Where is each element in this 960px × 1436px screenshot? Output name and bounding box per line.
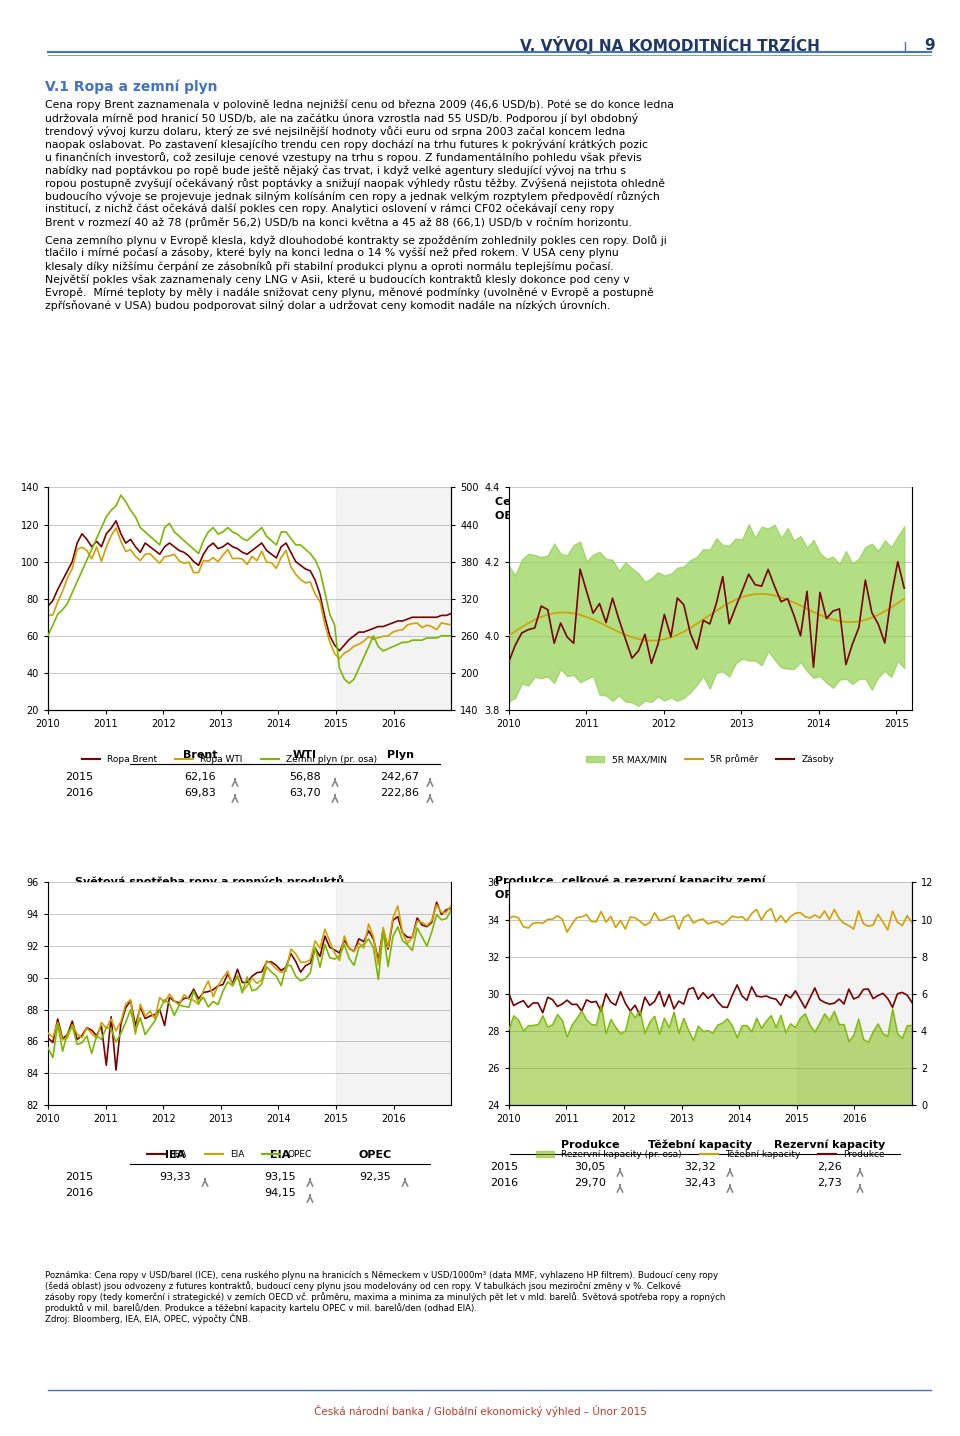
Text: produktů v mil. barelů/den. Produkce a těžební kapacity kartelu OPEC v mil. bare: produktů v mil. barelů/den. Produkce a t… bbox=[45, 1302, 477, 1313]
Text: Celkové zásoby ropy a ropných produktů v
OECD (mld. barelů): Celkové zásoby ropy a ropných produktů v… bbox=[495, 495, 761, 521]
Text: 242,67: 242,67 bbox=[380, 773, 420, 783]
Legend: 5R MAX/MIN, 5R průměr, Zásoby: 5R MAX/MIN, 5R průměr, Zásoby bbox=[583, 751, 838, 768]
Text: Těžební kapacity: Těžební kapacity bbox=[648, 1140, 752, 1150]
Text: Evropě.  Mírné teploty by měly i nadále snižovat ceny plynu, měnové podmínky (uv: Evropě. Mírné teploty by měly i nadále s… bbox=[45, 287, 654, 297]
Text: nabídky nad poptávkou po ropě bude ještě nějaký čas trvat, i když velké agentury: nabídky nad poptávkou po ropě bude ještě… bbox=[45, 165, 626, 177]
Text: trendový vývoj kurzu dolaru, který ze své nejsilnější hodnoty vůči euru od srpna: trendový vývoj kurzu dolaru, který ze sv… bbox=[45, 126, 625, 136]
Text: Největší pokles však zaznamenaly ceny LNG v Asii, které u budoucích kontraktů kl: Největší pokles však zaznamenaly ceny LN… bbox=[45, 274, 630, 284]
Bar bbox=[336, 487, 451, 709]
Bar bbox=[336, 882, 451, 1104]
Text: 69,83: 69,83 bbox=[184, 788, 216, 798]
Text: 2015: 2015 bbox=[65, 1172, 93, 1182]
Text: Výhled cen ropy (USD/b) a zemního plynu
(USD/1000m3): Výhled cen ropy (USD/b) a zemního plynu … bbox=[75, 495, 334, 517]
Text: tlačilo i mírné počasí a zásoby, které byly na konci ledna o 14 % vyšší než před: tlačilo i mírné počasí a zásoby, které b… bbox=[45, 248, 619, 258]
Legend: IEA, EIA, OPEC: IEA, EIA, OPEC bbox=[143, 1146, 316, 1163]
Bar bbox=[797, 882, 912, 1104]
Text: 62,16: 62,16 bbox=[184, 773, 216, 783]
Text: 2015: 2015 bbox=[490, 1162, 518, 1172]
Text: Zdroj: Bloomberg, IEA, EIA, OPEC, výpočty ČNB.: Zdroj: Bloomberg, IEA, EIA, OPEC, výpočt… bbox=[45, 1314, 251, 1324]
Legend: Ropa Brent, Ropa WTI, Zemní plyn (pr. osa): Ropa Brent, Ropa WTI, Zemní plyn (pr. os… bbox=[78, 751, 381, 768]
Text: WTI: WTI bbox=[293, 750, 317, 760]
Text: Cena zemního plynu v Evropě klesla, když dlouhodobé kontrakty se zpožděním zohle: Cena zemního plynu v Evropě klesla, když… bbox=[45, 236, 667, 246]
Text: Česká národní banka / Globální ekonomický výhled – Únor 2015: Česká národní banka / Globální ekonomick… bbox=[314, 1404, 646, 1417]
Text: 63,70: 63,70 bbox=[289, 788, 321, 798]
Text: 30,05: 30,05 bbox=[574, 1162, 606, 1172]
Text: 2016: 2016 bbox=[65, 1188, 93, 1198]
Text: zpřísňované v USA) budou podporovat silný dolar a udržovat ceny komodit nadále n: zpřísňované v USA) budou podporovat siln… bbox=[45, 300, 611, 312]
Text: 2016: 2016 bbox=[490, 1178, 518, 1188]
Text: Poznámka: Cena ropy v USD/barel (ICE), cena ruského plynu na hranicích s Německe: Poznámka: Cena ropy v USD/barel (ICE), c… bbox=[45, 1269, 718, 1279]
Text: V. VÝVOJ NA KOMODITNÍCH TRZÍCH: V. VÝVOJ NA KOMODITNÍCH TRZÍCH bbox=[520, 36, 820, 55]
Text: Produkce: Produkce bbox=[561, 1140, 619, 1150]
Text: Plyn: Plyn bbox=[387, 750, 414, 760]
Text: 92,35: 92,35 bbox=[359, 1172, 391, 1182]
Text: 222,86: 222,86 bbox=[380, 788, 420, 798]
Text: OPEC: OPEC bbox=[358, 1150, 392, 1160]
Text: naopak oslabovat. Po zastavení klesajícího trendu cen ropy dochází na trhu futur: naopak oslabovat. Po zastavení klesající… bbox=[45, 139, 648, 149]
Text: Produkce, celkové a rezervní kapacity zemí
OPEC (mil. barelů / den): Produkce, celkové a rezervní kapacity ze… bbox=[495, 875, 765, 899]
Text: (šedá oblast) jsou odvozeny z futures kontraktů, budoucí ceny plynu jsou modelov: (šedá oblast) jsou odvozeny z futures ko… bbox=[45, 1281, 681, 1291]
Text: 56,88: 56,88 bbox=[289, 773, 321, 783]
Text: EIA: EIA bbox=[270, 1150, 290, 1160]
Text: 93,15: 93,15 bbox=[264, 1172, 296, 1182]
Text: Cena ropy Brent zaznamenala v polovině ledna nejnižší cenu od března 2009 (46,6 : Cena ropy Brent zaznamenala v polovině l… bbox=[45, 101, 674, 111]
Text: udržovala mírně pod hranicí 50 USD/b, ale na začátku února vzrostla nad 55 USD/b: udržovala mírně pod hranicí 50 USD/b, al… bbox=[45, 113, 638, 123]
Text: 2016: 2016 bbox=[65, 788, 93, 798]
Text: IEA: IEA bbox=[165, 1150, 185, 1160]
Text: institucí, z nichž část očekává další pokles cen ropy. Analytici oslovení v rámc: institucí, z nichž část očekává další po… bbox=[45, 204, 614, 214]
Text: Rezervní kapacity: Rezervní kapacity bbox=[775, 1140, 886, 1150]
Text: ropou postupně zvyšují očekávaný růst poptávky a snižují naopak výhledy růstu tě: ropou postupně zvyšují očekávaný růst po… bbox=[45, 178, 665, 190]
Text: V.1 Ropa a zemní plyn: V.1 Ropa a zemní plyn bbox=[45, 80, 218, 95]
Text: Světová spotřeba ropy a ropných produktů
(mil. barelů / den): Světová spotřeba ropy a ropných produktů… bbox=[75, 875, 344, 902]
Text: u finančních investorů, což zesiluje cenové vzestupy na trhu s ropou. Z fundamen: u finančních investorů, což zesiluje cen… bbox=[45, 152, 641, 162]
Legend: Rezervní kapacity (pr. osa), Těžební kapacity, Produkce: Rezervní kapacity (pr. osa), Těžební kap… bbox=[532, 1146, 889, 1163]
Text: zásoby ropy (tedy komerční i strategické) v zemích OECD vč. průměru, maxima a mi: zásoby ropy (tedy komerční i strategické… bbox=[45, 1292, 726, 1302]
Text: 9: 9 bbox=[924, 37, 935, 53]
Text: 32,32: 32,32 bbox=[684, 1162, 716, 1172]
Text: 32,43: 32,43 bbox=[684, 1178, 716, 1188]
Text: Brent v rozmezí 40 až 78 (průměr 56,2) USD/b na konci května a 45 až 88 (66,1) U: Brent v rozmezí 40 až 78 (průměr 56,2) U… bbox=[45, 217, 632, 228]
Text: budoucího vývoje se projevuje jednak silným kolísáním cen ropy a jednak velkým r: budoucího vývoje se projevuje jednak sil… bbox=[45, 191, 660, 202]
Text: 29,70: 29,70 bbox=[574, 1178, 606, 1188]
Text: 2,26: 2,26 bbox=[818, 1162, 842, 1172]
Text: 2015: 2015 bbox=[65, 773, 93, 783]
Text: 94,15: 94,15 bbox=[264, 1188, 296, 1198]
Text: klesaly díky nižšímu čerpání ze zásobníků při stabilní produkci plynu a oproti n: klesaly díky nižšímu čerpání ze zásobník… bbox=[45, 261, 613, 271]
Text: 2,73: 2,73 bbox=[818, 1178, 842, 1188]
Text: 93,33: 93,33 bbox=[159, 1172, 191, 1182]
Text: Brent: Brent bbox=[182, 750, 217, 760]
